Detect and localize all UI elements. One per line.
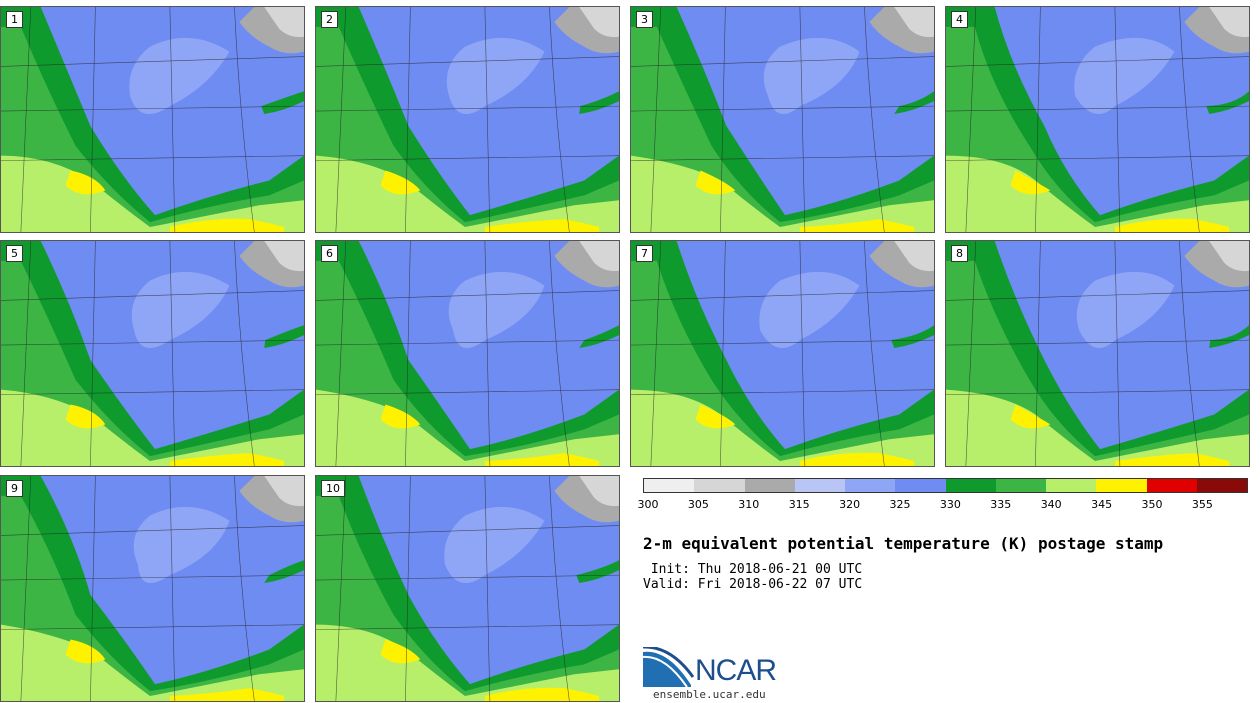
panel-number: 3 [636,11,653,28]
panel-number: 5 [6,245,23,262]
colorbar-label: 330 [939,498,961,511]
colorbar-segment [845,479,896,492]
panel-number: 8 [951,245,968,262]
logo-url: ensemble.ucar.edu [653,688,766,701]
init-time: Init: Thu 2018-06-21 00 UTC [643,562,863,577]
map-field [946,7,1249,232]
panel-number: 4 [951,11,968,28]
panel-number: 6 [321,245,338,262]
colorbar-label: 340 [1040,498,1062,511]
colorbar-label: 315 [788,498,810,511]
postage-stamp-panel: 5 [0,240,305,467]
colorbar-labels: 300 305 310 315 320 325 330 335 340 345 350 355 [633,498,1253,512]
postage-stamp-panel: 4 [945,6,1250,233]
colorbar-label: 345 [1091,498,1113,511]
colorbar-segment [1096,479,1147,492]
colorbar-label: 355 [1191,498,1213,511]
map-field [946,241,1249,466]
colorbar-label: 310 [738,498,760,511]
colorbar-segment [945,479,996,492]
colorbar-label: 320 [839,498,861,511]
panel-number: 10 [321,480,345,497]
colorbar-label: 335 [990,498,1012,511]
panel-number: 2 [321,11,338,28]
colorbar-segment [694,479,745,492]
map-field [316,7,619,232]
postage-stamp-panel: 8 [945,240,1250,467]
colorbar-label: 305 [687,498,709,511]
map-field [1,476,304,701]
colorbar-label: 300 [637,498,659,511]
colorbar [643,478,1248,493]
map-field [316,241,619,466]
panel-number: 1 [6,11,23,28]
colorbar-segment [1146,479,1197,492]
colorbar-segment [644,479,695,492]
ncar-logo-icon [643,647,695,688]
colorbar-segment [895,479,946,492]
colorbar-segment [1046,479,1097,492]
postage-stamp-panel: 3 [630,6,935,233]
figure-title: 2-m equivalent potential temperature (K)… [643,534,1164,553]
map-field [316,476,619,701]
logo-wordmark: NCAR [695,654,777,687]
postage-stamp-panel: 6 [315,240,620,467]
colorbar-segment [794,479,845,492]
postage-stamp-panel: 9 [0,475,305,702]
panel-number: 7 [636,245,653,262]
colorbar-label: 350 [1141,498,1163,511]
map-field [1,241,304,466]
colorbar-segment [1196,479,1247,492]
valid-time: Valid: Fri 2018-06-22 07 UTC [643,577,863,592]
postage-stamp-panel: 7 [630,240,935,467]
colorbar-segment [744,479,795,492]
map-field [631,241,934,466]
map-field [1,7,304,232]
map-field [631,7,934,232]
panel-number: 9 [6,480,23,497]
postage-stamp-panel: 10 [315,475,620,702]
postage-stamp-panel: 1 [0,6,305,233]
postage-stamp-panel: 2 [315,6,620,233]
colorbar-label: 325 [889,498,911,511]
colorbar-segment [995,479,1046,492]
